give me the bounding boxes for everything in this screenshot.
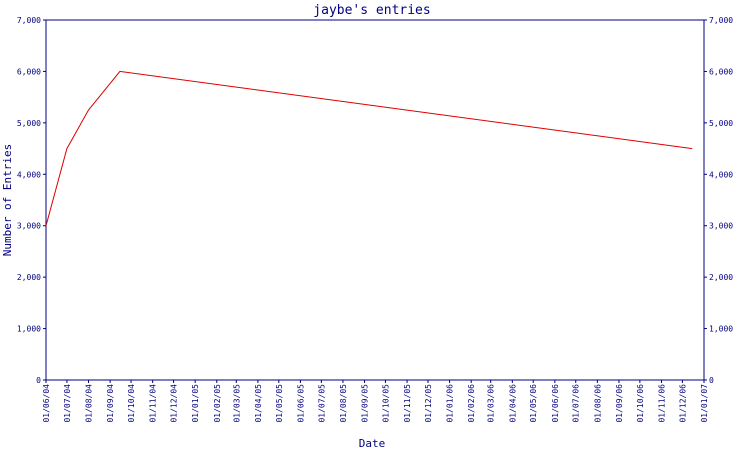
x-tick-label: 01/01/07 — [700, 384, 709, 423]
x-tick-label: 01/09/05 — [361, 384, 370, 423]
x-axis-label: Date — [359, 437, 386, 450]
y-tick-label-left: 4,000 — [17, 170, 41, 179]
y-tick-label-left: 3,000 — [17, 222, 41, 231]
y-tick-label-left: 2,000 — [17, 273, 41, 282]
x-tick-label: 01/04/06 — [508, 384, 517, 423]
x-tick-label: 01/05/06 — [529, 384, 538, 423]
x-tick-label: 01/10/06 — [636, 384, 645, 423]
x-tick-label: 01/05/05 — [275, 384, 284, 423]
x-tick-label: 01/02/05 — [213, 384, 222, 423]
y-tick-label-right: 5,000 — [709, 119, 733, 128]
ticks: 0 0 1,000 1,000 2,000 2,000 3,000 3,000 4,000 4,0… — [17, 16, 733, 423]
x-tick-label: 01/11/04 — [149, 384, 158, 423]
series-line — [45, 70, 693, 226]
x-tick-label: 01/09/04 — [106, 384, 115, 423]
x-tick-label: 01/07/06 — [572, 384, 581, 423]
y-tick-label-right: 7,000 — [709, 16, 733, 25]
y-tick-label-left: 6,000 — [17, 67, 41, 76]
x-tick-label: 01/01/05 — [191, 384, 200, 423]
x-tick-label: 01/10/05 — [381, 384, 390, 423]
y-tick-label-right: 3,000 — [709, 222, 733, 231]
x-tick-label: 01/06/04 — [42, 384, 51, 423]
x-tick-label: 01/06/06 — [551, 384, 560, 423]
x-tick-label: 01/11/06 — [657, 384, 666, 423]
y-tick-label-right: 0 — [709, 376, 714, 385]
x-tick-label: 01/03/06 — [487, 384, 496, 423]
x-tick-label: 01/08/06 — [593, 384, 602, 423]
x-tick-label: 01/07/04 — [63, 384, 72, 423]
series — [45, 70, 693, 226]
x-tick-label: 01/12/06 — [678, 384, 687, 423]
x-tick-label: 01/03/05 — [232, 384, 241, 423]
x-tick-label: 01/06/05 — [296, 384, 305, 423]
x-tick-label: 01/04/05 — [254, 384, 263, 423]
y-tick-label-right: 4,000 — [709, 170, 733, 179]
y-tick-label-left: 0 — [36, 376, 41, 385]
y-tick-label-right: 2,000 — [709, 273, 733, 282]
x-tick-label: 01/02/06 — [467, 384, 476, 423]
x-tick-label: 01/12/04 — [170, 384, 179, 423]
y-tick-label-left: 1,000 — [17, 325, 41, 334]
x-tick-label: 01/12/05 — [424, 384, 433, 423]
x-tick-label: 01/11/05 — [403, 384, 412, 423]
x-tick-label: 01/01/06 — [446, 384, 455, 423]
chart-title: jaybe's entries — [313, 3, 430, 18]
y-tick-label-left: 7,000 — [17, 16, 41, 25]
x-tick-label: 01/07/05 — [317, 384, 326, 423]
x-tick-label: 01/08/04 — [85, 384, 94, 423]
axes — [45, 19, 705, 381]
y-tick-label-left: 5,000 — [17, 119, 41, 128]
y-axis-label: Number of Entries — [1, 144, 14, 257]
x-tick-label: 01/10/04 — [127, 384, 136, 423]
x-tick-label: 01/09/06 — [615, 384, 624, 423]
x-tick-label: 01/08/05 — [339, 384, 348, 423]
y-tick-label-right: 6,000 — [709, 67, 733, 76]
y-tick-label-right: 1,000 — [709, 325, 733, 334]
